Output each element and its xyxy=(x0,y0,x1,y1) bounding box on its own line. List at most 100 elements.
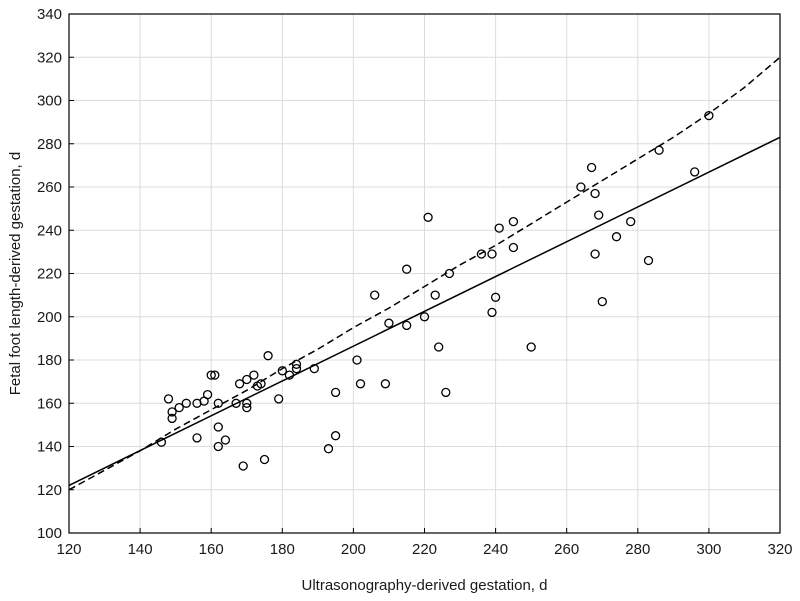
data-point xyxy=(576,182,586,192)
data-point xyxy=(210,370,220,380)
data-point xyxy=(284,370,295,380)
x-tick-label: 120 xyxy=(56,541,81,558)
data-point xyxy=(355,379,366,389)
y-tick-label: 220 xyxy=(37,266,62,283)
data-point xyxy=(597,296,607,307)
y-tick-label: 320 xyxy=(37,49,62,66)
x-tick-label: 240 xyxy=(483,541,508,558)
x-tick-label: 140 xyxy=(128,541,153,558)
x-tick-label: 260 xyxy=(554,541,579,558)
data-point xyxy=(402,264,412,274)
data-point xyxy=(242,374,252,385)
data-point xyxy=(611,232,622,242)
data-point xyxy=(526,342,536,352)
x-tick-label: 280 xyxy=(625,541,650,558)
data-point xyxy=(213,398,223,408)
data-point xyxy=(167,407,177,417)
y-tick-label: 300 xyxy=(37,93,62,110)
y-tick-label: 340 xyxy=(37,6,62,23)
data-point xyxy=(167,413,177,424)
data-point xyxy=(242,398,252,408)
data-point xyxy=(256,379,266,389)
data-point xyxy=(263,351,273,361)
y-tick-label: 120 xyxy=(37,482,62,499)
y-tick-label: 240 xyxy=(37,222,62,239)
data-point xyxy=(594,210,604,220)
grid-layer xyxy=(69,14,780,533)
axis-ticks: 120 140 160 180 200 220 240 260 280 300 3201001201… xyxy=(37,6,793,558)
data-point xyxy=(234,379,245,389)
data-point xyxy=(430,290,440,300)
data-point xyxy=(274,394,284,404)
x-tick-label: 200 xyxy=(341,541,366,558)
data-point xyxy=(181,398,191,408)
data-point xyxy=(590,188,600,199)
data-point xyxy=(508,242,519,253)
data-point xyxy=(434,342,444,352)
data-point xyxy=(423,212,433,222)
data-point xyxy=(508,216,519,227)
y-tick-label: 280 xyxy=(37,136,62,153)
x-tick-label: 220 xyxy=(412,541,437,558)
data-point xyxy=(291,363,302,374)
data-point xyxy=(259,454,270,465)
x-tick-label: 300 xyxy=(696,541,721,558)
data-point xyxy=(213,441,223,452)
y-tick-label: 100 xyxy=(37,525,62,542)
data-point xyxy=(202,389,213,400)
data-point xyxy=(206,370,216,380)
data-point xyxy=(192,433,202,443)
data-point xyxy=(163,394,174,404)
data-point xyxy=(291,359,302,369)
data-point xyxy=(174,402,184,413)
data-point xyxy=(441,387,451,398)
data-point xyxy=(352,355,362,365)
data-point xyxy=(330,387,341,398)
data-point xyxy=(238,461,248,471)
data-point xyxy=(370,290,380,300)
solid-line xyxy=(68,136,781,487)
data-point xyxy=(220,435,231,445)
data-point xyxy=(586,162,597,173)
data-point xyxy=(654,145,664,155)
data-point xyxy=(590,249,600,259)
data-point xyxy=(487,307,497,318)
data-point xyxy=(690,167,700,177)
fit-lines xyxy=(68,56,781,491)
data-point xyxy=(249,370,259,380)
x-tick-label: 320 xyxy=(767,541,792,558)
data-point xyxy=(277,366,287,376)
data-point xyxy=(476,249,487,259)
data-point xyxy=(643,255,654,266)
data-point xyxy=(309,363,319,374)
y-tick-label: 140 xyxy=(37,439,62,456)
data-points xyxy=(156,110,714,471)
y-tick-label: 260 xyxy=(37,179,62,196)
data-point xyxy=(494,223,504,233)
data-point xyxy=(490,292,501,302)
y-tick-label: 160 xyxy=(37,395,62,412)
x-tick-label: 180 xyxy=(270,541,295,558)
data-point xyxy=(330,431,341,441)
data-point xyxy=(213,422,223,432)
data-point xyxy=(156,437,167,447)
data-point xyxy=(704,110,714,121)
data-point xyxy=(231,398,241,408)
data-point xyxy=(402,320,412,331)
data-point xyxy=(487,249,497,259)
data-point xyxy=(380,379,391,389)
data-point xyxy=(626,216,636,227)
data-point xyxy=(419,312,430,322)
data-point xyxy=(242,402,252,413)
x-tick-label: 160 xyxy=(199,541,224,558)
data-point xyxy=(444,268,455,279)
x-axis-title: Ultrasonography-derived gestation, d xyxy=(302,577,548,594)
data-point xyxy=(384,318,394,328)
y-tick-label: 180 xyxy=(37,352,62,369)
data-point xyxy=(323,444,334,454)
dashed-line xyxy=(68,56,781,491)
y-tick-label: 200 xyxy=(37,309,62,326)
y-axis-title: Fetal foot length-derived gestation, d xyxy=(7,152,24,396)
